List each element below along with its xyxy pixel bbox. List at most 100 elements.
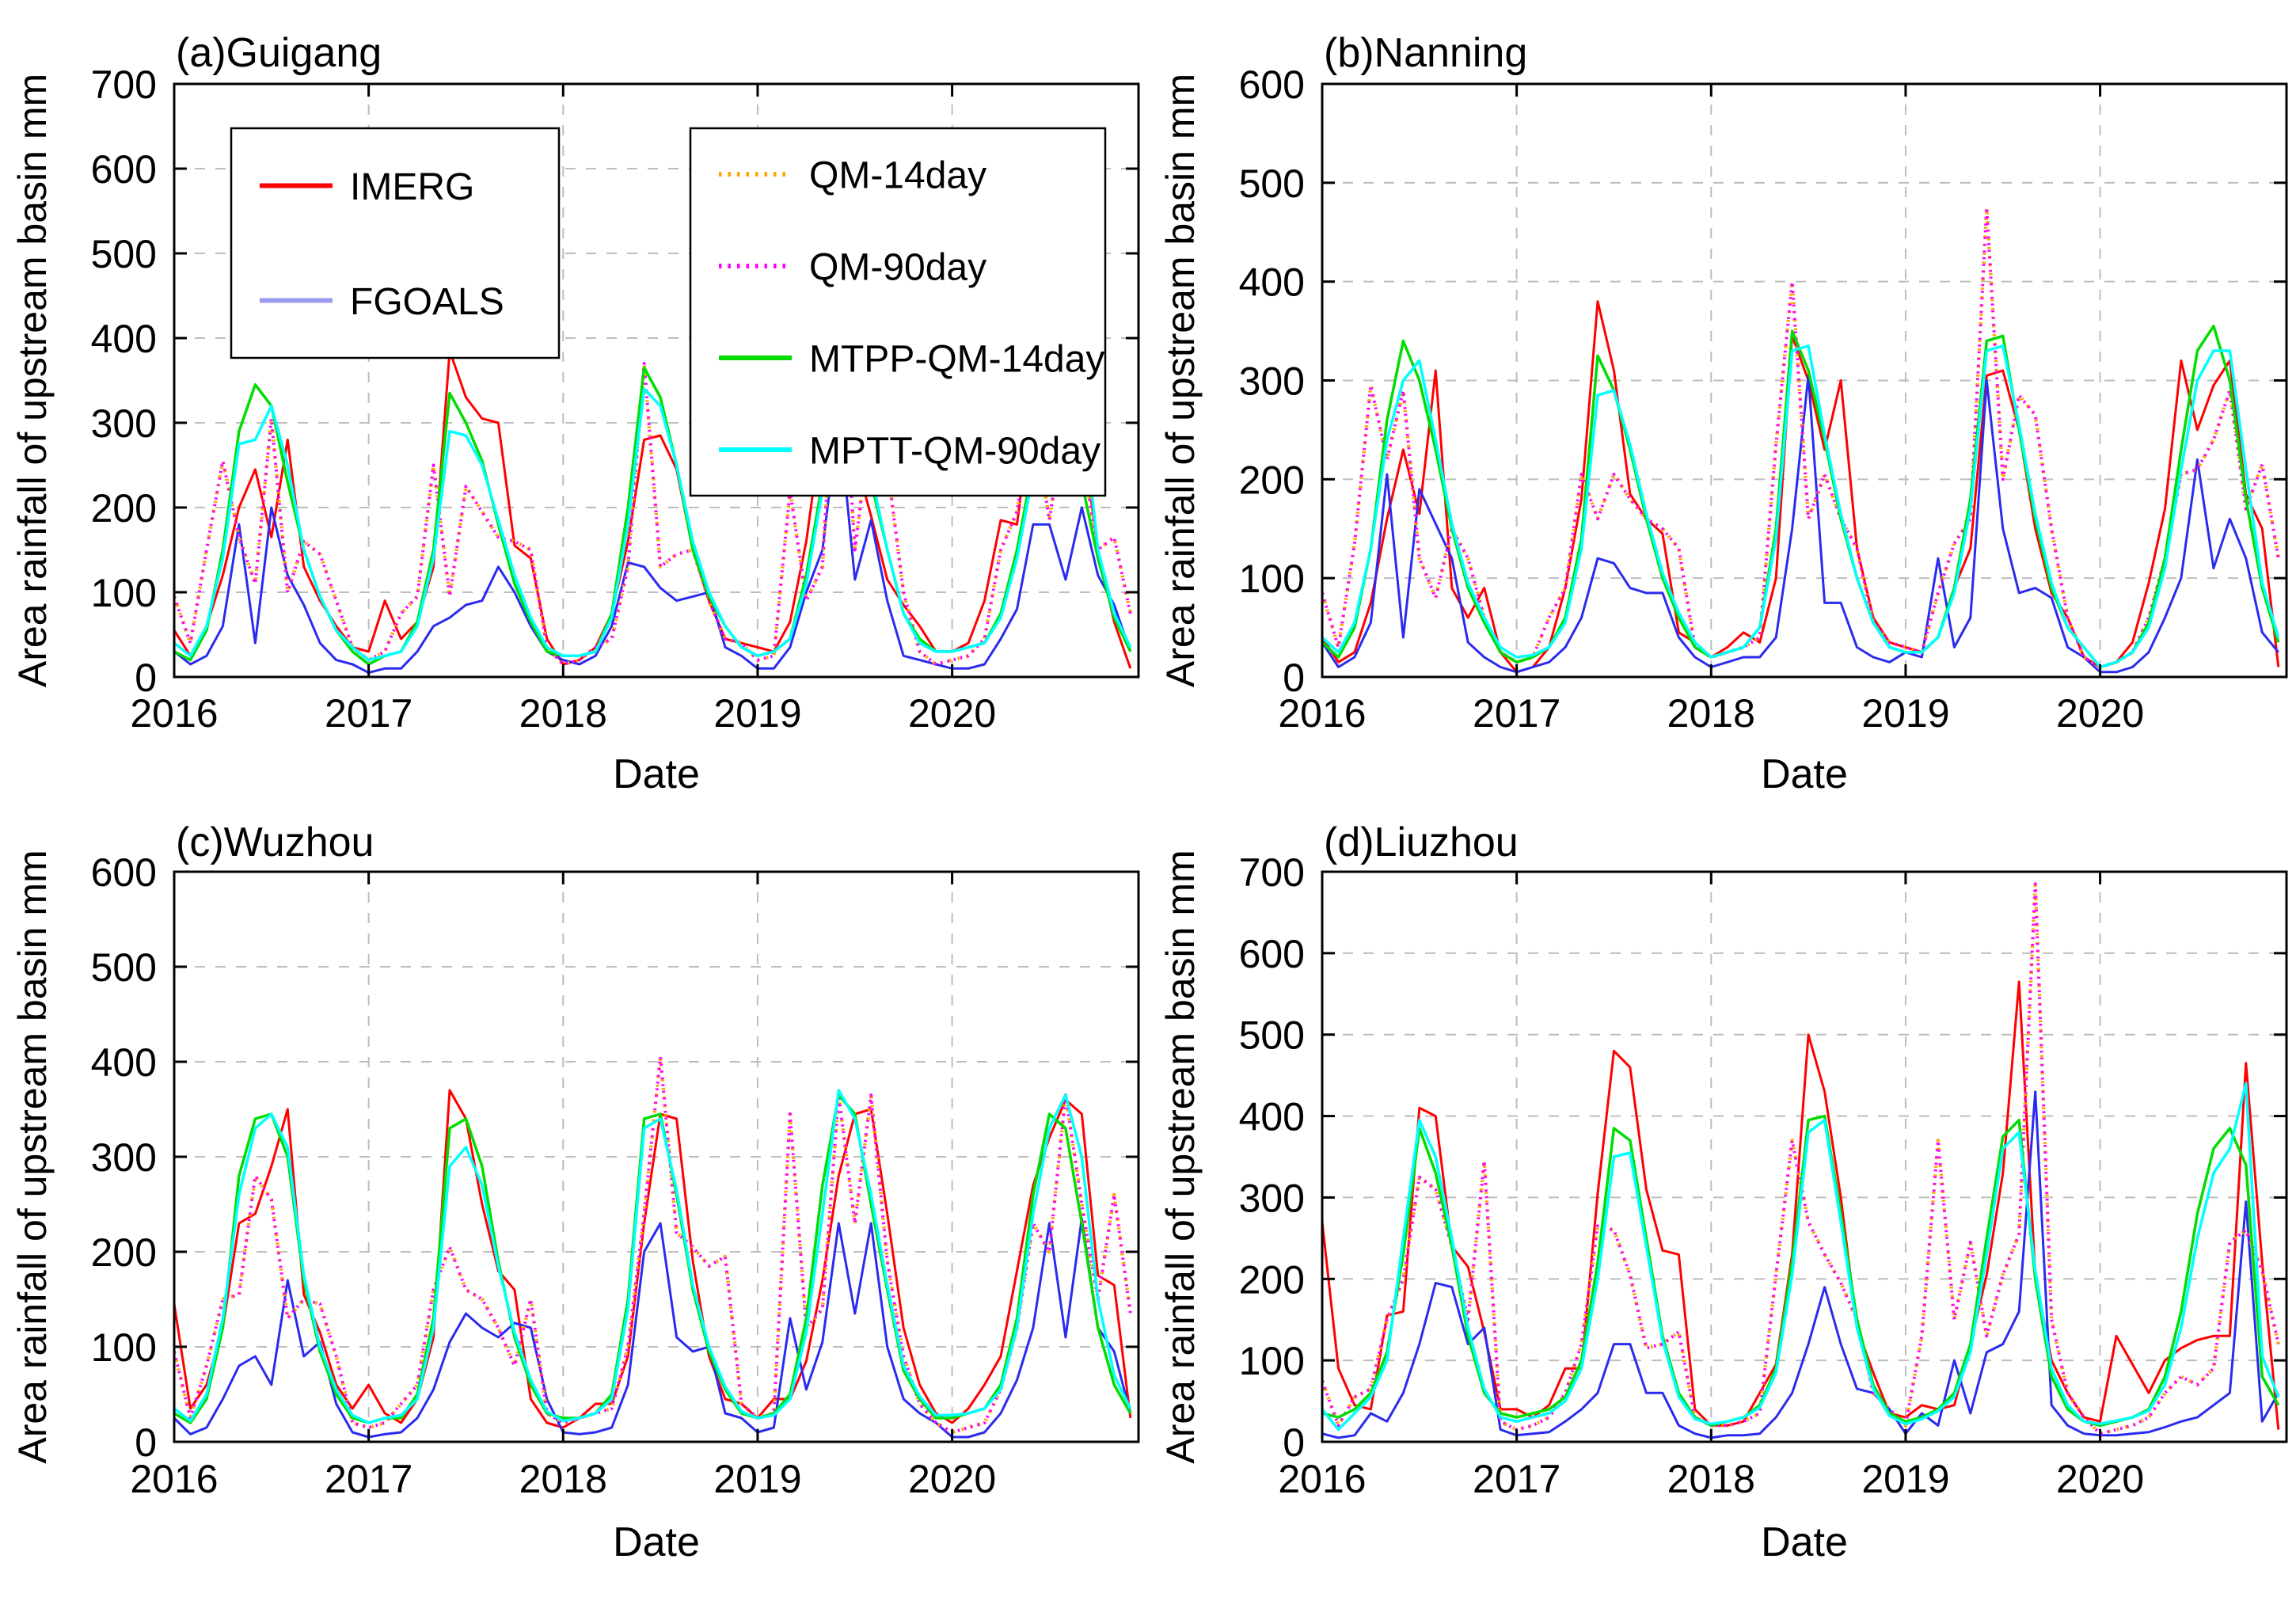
- y-tick-label: 500: [1239, 1013, 1305, 1058]
- y-tick-label: 700: [91, 63, 157, 107]
- series-qm90-line: [174, 1055, 1132, 1434]
- x-tick-label: 2019: [713, 1457, 801, 1501]
- series-lines: [174, 285, 1133, 675]
- series-mptt-line: [174, 1089, 1132, 1424]
- x-axis-label: Date: [613, 751, 700, 797]
- y-tick-label: 0: [135, 1420, 157, 1465]
- series-qm14-line: [174, 1055, 1133, 1435]
- y-tick-label: 600: [1239, 63, 1305, 107]
- x-tick-label: 2016: [1278, 1457, 1366, 1501]
- y-tick-label: 0: [1283, 656, 1305, 700]
- y-tick-label: 400: [91, 317, 157, 361]
- y-tick-label: 400: [1239, 260, 1305, 305]
- panel-title: (b)Nanning: [1324, 30, 1527, 76]
- y-tick-label: 500: [91, 232, 157, 276]
- x-tick-label: 2018: [519, 691, 607, 736]
- x-tick-label: 2017: [325, 1457, 412, 1501]
- x-tick-label: 2020: [2056, 1457, 2144, 1501]
- x-tick-label: 2020: [908, 691, 996, 736]
- axes: 2016 2017 2018 2019 2020 0 100 200 300 400 500 600 7…: [1239, 850, 2288, 1501]
- panel-b-nanning-chart: 2016 2017 2018 2019 2020 0 100 200 300 400 500 600 (…: [1158, 30, 2288, 797]
- axes: 2016 2017 2018 2019 2020 0 100 200 300 400 500 600: [91, 850, 1140, 1501]
- series-mtpp-line: [1322, 1114, 2280, 1428]
- legend: IMERG FGOALS QM-14day QM-90day MTPP-QM-14day…: [230, 127, 1107, 497]
- series-fgoals-line: [1322, 1090, 2280, 1439]
- y-tick-label: 200: [1239, 1257, 1305, 1302]
- series-qm90-line: [1322, 206, 2280, 669]
- y-tick-label: 600: [91, 850, 157, 895]
- series-mptt-line: [1322, 344, 2280, 669]
- series-imerg-line: [174, 1089, 1132, 1429]
- y-tick-label: 500: [1239, 162, 1305, 206]
- x-tick-label: 2018: [1667, 691, 1755, 736]
- y-tick-label: 700: [1239, 850, 1305, 895]
- x-tick-label: 2017: [325, 691, 412, 736]
- y-tick-label: 300: [91, 401, 157, 446]
- legend-label-imerg: IMERG: [350, 166, 474, 208]
- y-tick-label: 600: [91, 147, 157, 192]
- y-tick-label: 400: [91, 1040, 157, 1085]
- x-tick-label: 2019: [1861, 691, 1949, 736]
- series-lines: [174, 1055, 1133, 1439]
- y-axis-label: Area rainfall of upstream basin mm: [1158, 850, 1203, 1463]
- x-tick-label: 2019: [713, 691, 801, 736]
- x-tick-label: 2016: [130, 691, 218, 736]
- y-tick-label: 500: [91, 945, 157, 990]
- x-tick-label: 2018: [1667, 1457, 1755, 1501]
- series-mptt-line: [174, 387, 1132, 662]
- series-qm90-line: [174, 285, 1132, 666]
- legend-label-mtpp: MTPP-QM-14day: [809, 338, 1104, 380]
- x-tick-label: 2020: [2056, 691, 2144, 736]
- y-tick-label: 100: [1239, 1339, 1305, 1383]
- series-imerg-line: [1322, 300, 2280, 674]
- panel-title: (c)Wuzhou: [176, 819, 374, 865]
- y-tick-label: 0: [1283, 1420, 1305, 1465]
- y-tick-label: 200: [91, 1230, 157, 1275]
- x-axis-label: Date: [613, 1519, 700, 1565]
- y-tick-label: 300: [91, 1135, 157, 1180]
- y-axis-label: Area rainfall of upstream basin mm: [10, 74, 55, 687]
- y-tick-label: 200: [91, 486, 157, 530]
- panel-a-guigang-chart: 2016 2017 2018 2019 2020 0 100 200 300 400 500 600 7…: [10, 30, 1140, 797]
- x-axis-label: Date: [1761, 751, 1848, 797]
- legend-label-qm14: QM-14day: [809, 154, 986, 196]
- x-tick-label: 2016: [130, 1457, 218, 1501]
- series-qm14-line: [1322, 205, 2281, 669]
- series-mtpp-line: [174, 1093, 1132, 1424]
- x-tick-label: 2016: [1278, 691, 1366, 736]
- panel-title: (a)Guigang: [176, 30, 382, 76]
- plot-border: [173, 82, 1140, 679]
- y-tick-label: 100: [1239, 557, 1305, 601]
- legend-box: [230, 127, 561, 359]
- panel-title: (d)Liuzhou: [1324, 819, 1519, 865]
- y-axis-label: Area rainfall of upstream basin mm: [1158, 74, 1203, 687]
- y-tick-label: 300: [1239, 1176, 1305, 1220]
- y-tick-label: 200: [1239, 458, 1305, 502]
- y-axis-label: Area rainfall of upstream basin mm: [10, 850, 55, 1463]
- plot-border: [1321, 870, 2288, 1443]
- series-lines: [1322, 882, 2280, 1439]
- x-axis-label: Date: [1761, 1519, 1848, 1565]
- y-tick-label: 0: [135, 656, 157, 700]
- series-mtpp-line: [1322, 325, 2280, 669]
- x-tick-label: 2019: [1861, 1457, 1949, 1501]
- y-tick-label: 100: [91, 1325, 157, 1370]
- panel-d-liuzhou-chart: 2016 2017 2018 2019 2020 0 100 200 300 400 500 600 7…: [1158, 819, 2288, 1565]
- series-fgoals-line: [174, 1217, 1132, 1439]
- series-fgoals-line: [174, 413, 1132, 675]
- axes: 2016 2017 2018 2019 2020 0 100 200 300 400 500 600 7…: [91, 63, 1140, 736]
- y-tick-label: 300: [1239, 359, 1305, 404]
- x-tick-label: 2017: [1473, 1457, 1560, 1501]
- series-imerg-line: [1322, 980, 2280, 1430]
- legend-box: [689, 127, 1107, 497]
- legend-label-qm90: QM-90day: [809, 246, 986, 288]
- x-tick-label: 2020: [908, 1457, 996, 1501]
- series-fgoals-line: [1322, 374, 2279, 674]
- panel-c-wuzhou-chart: 2016 2017 2018 2019 2020 0 100 200 300 400 500 600 (…: [10, 819, 1140, 1565]
- x-tick-label: 2018: [519, 1457, 607, 1501]
- y-tick-label: 600: [1239, 932, 1305, 976]
- axes: 2016 2017 2018 2019 2020 0 100 200 300 400 500 600: [1239, 63, 2288, 736]
- series-lines: [1322, 205, 2281, 674]
- legend-label-mptt: MPTT-QM-90day: [809, 430, 1100, 472]
